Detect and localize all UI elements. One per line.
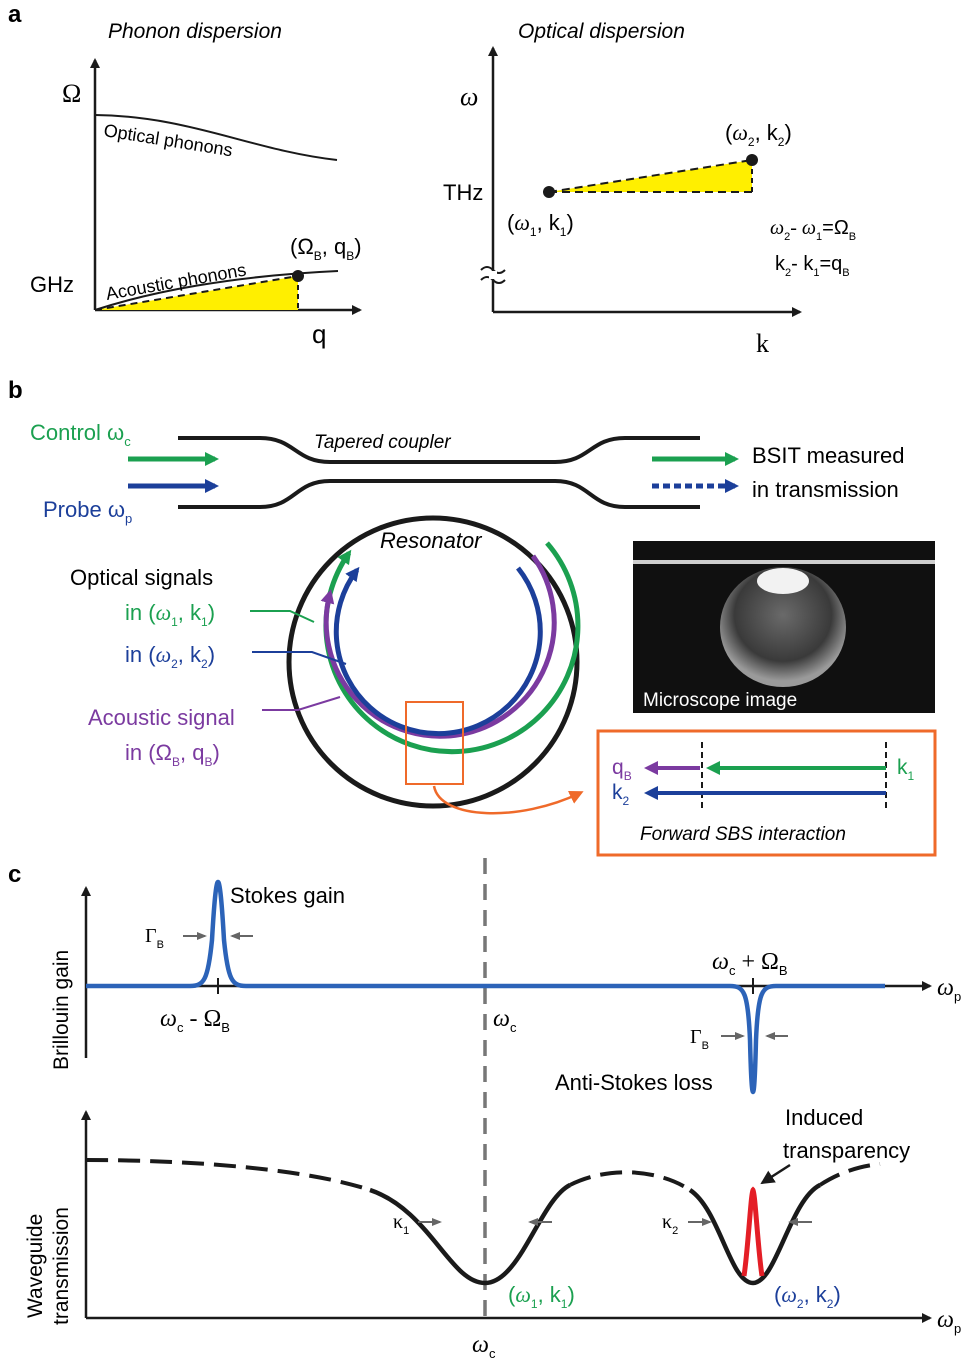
microscope-highlight	[757, 568, 809, 594]
kappa2-label: κ2	[662, 1211, 678, 1237]
wc-label-top: ωc	[493, 1006, 517, 1035]
blue-optical-wave	[333, 566, 543, 737]
phonon-title: Phonon dispersion	[108, 20, 282, 43]
dip1-label: (ω1, k1)	[508, 1282, 575, 1311]
resonator-label: Resonator	[380, 528, 483, 553]
interaction-region-box	[405, 701, 464, 785]
wp-label-top: ωp	[937, 975, 961, 1004]
optical-point-2	[746, 154, 758, 166]
panel-c-label: c	[8, 861, 21, 888]
momentum-conservation-eq: k2- k1=qB	[775, 253, 850, 279]
resonator-outer-ring	[286, 515, 580, 809]
panel-a-label: a	[8, 1, 22, 28]
acoustic-leader	[262, 696, 341, 711]
phonon-y-label: Ω	[62, 79, 81, 108]
purple-acoustic-wave	[320, 554, 557, 739]
optical-yellow-fill	[549, 160, 752, 192]
induced-transparency-peak	[741, 1186, 765, 1277]
sbs-interaction-inset: qB k1 k2 Forward SBS interaction	[596, 729, 937, 857]
anti-stokes-label: Anti-Stokes loss	[555, 1070, 713, 1095]
phonon-x-label: q	[312, 319, 326, 349]
optical-title: Optical dispersion	[518, 20, 685, 43]
optical-point-1-label: (ω1, k1)	[507, 210, 574, 239]
minus-freq-label: ωc - ΩB	[160, 1006, 230, 1035]
acoustic-in-label: in (ΩB, qB)	[125, 740, 220, 769]
bsit-line-2: in transmission	[752, 477, 899, 502]
sbs-frame	[596, 729, 937, 857]
optical-point-2-label: (ω2, k2)	[725, 120, 792, 149]
optical-y-tick: THz	[443, 180, 483, 205]
control-label: Control ωc	[30, 420, 131, 449]
signal-2-leader	[252, 651, 347, 665]
induced-label-2: transparency	[783, 1138, 910, 1163]
zoom-arrow	[432, 785, 584, 815]
transmission-dashed-left	[85, 1158, 371, 1192]
signal-2-label: in (ω2, k2)	[125, 642, 215, 671]
induced-pointer	[760, 1163, 791, 1185]
brillouin-point	[292, 270, 304, 282]
brillouin-gain-plot: Brillouin gain Stokes gain Anti-Stokes l…	[50, 879, 961, 1095]
optical-x-label: k	[756, 329, 769, 358]
microscope-sphere	[720, 567, 846, 687]
optical-dispersion-plot: Optical dispersion ω k THz (ω1, k1) (ω2,…	[443, 20, 856, 358]
coupler-top-wall	[178, 436, 700, 464]
coupler-label: Tapered coupler	[314, 432, 451, 453]
transmission-dashed-right	[818, 1162, 881, 1187]
energy-conservation-eq: ω2- ω1=ΩB	[770, 217, 856, 243]
sbs-caption: Forward SBS interaction	[640, 824, 846, 845]
acoustic-signal-label: Acoustic signal	[88, 705, 235, 730]
phonon-dispersion-plot: Phonon dispersion Ω q GHz Optical phonon…	[30, 20, 362, 349]
k2-label: k2	[612, 781, 630, 808]
optical-point-1	[543, 186, 555, 198]
microscope-image: Microscope image	[633, 541, 935, 713]
trans-y-label-1: Waveguide	[24, 1214, 47, 1318]
resonator: Resonator	[286, 515, 584, 815]
k1-label: k1	[897, 756, 915, 783]
brillouin-point-label: (ΩB, qB)	[290, 234, 362, 263]
tapered-coupler: Tapered coupler	[178, 432, 700, 509]
signal-1-label: in (ω1, k1)	[125, 600, 215, 629]
phonon-y-tick: GHz	[30, 272, 74, 297]
wc-label-bottom: ωc	[472, 1332, 496, 1361]
gain-curve	[86, 879, 885, 1095]
gamma-label-antistokes: ΓB	[690, 1026, 709, 1052]
axis-break-gap	[489, 271, 497, 279]
wp-label-bottom: ωp	[937, 1307, 961, 1336]
optical-y-label: ω	[460, 82, 478, 111]
gain-y-label: Brillouin gain	[50, 950, 73, 1070]
transmission-dip-1	[369, 1182, 572, 1286]
axis-break-icon	[480, 266, 506, 284]
transmission-dashed-middle	[569, 1170, 692, 1192]
dip2-label: (ω2, k2)	[774, 1282, 841, 1311]
optical-phonon-label: Optical phonons	[102, 120, 234, 160]
probe-label: Probe ωp	[43, 497, 132, 526]
induced-label-1: Induced	[785, 1105, 863, 1130]
optical-phonon-curve	[94, 114, 338, 161]
waveguide-transmission-plot: Waveguide transmission Induced transpare…	[24, 1105, 961, 1361]
transmission-dip-2	[688, 1182, 822, 1286]
optical-dashed-slope	[548, 159, 753, 193]
microscope-label: Microscope image	[643, 690, 797, 711]
bsit-line-1: BSIT measured	[752, 443, 904, 468]
coupler-bottom-wall	[178, 479, 700, 509]
qb-label: qB	[612, 756, 632, 783]
trans-y-label-2: transmission	[50, 1207, 73, 1325]
kappa1-label: κ1	[393, 1211, 409, 1237]
plus-freq-label: ωc + ΩB	[712, 949, 788, 978]
panel-b-label: b	[8, 377, 23, 404]
optical-signals-label: Optical signals	[70, 565, 213, 590]
acoustic-dashed-slope	[94, 275, 299, 311]
gamma-label-stokes: ΓB	[145, 925, 164, 951]
signal-1-leader	[250, 610, 315, 623]
stokes-label: Stokes gain	[230, 883, 345, 908]
